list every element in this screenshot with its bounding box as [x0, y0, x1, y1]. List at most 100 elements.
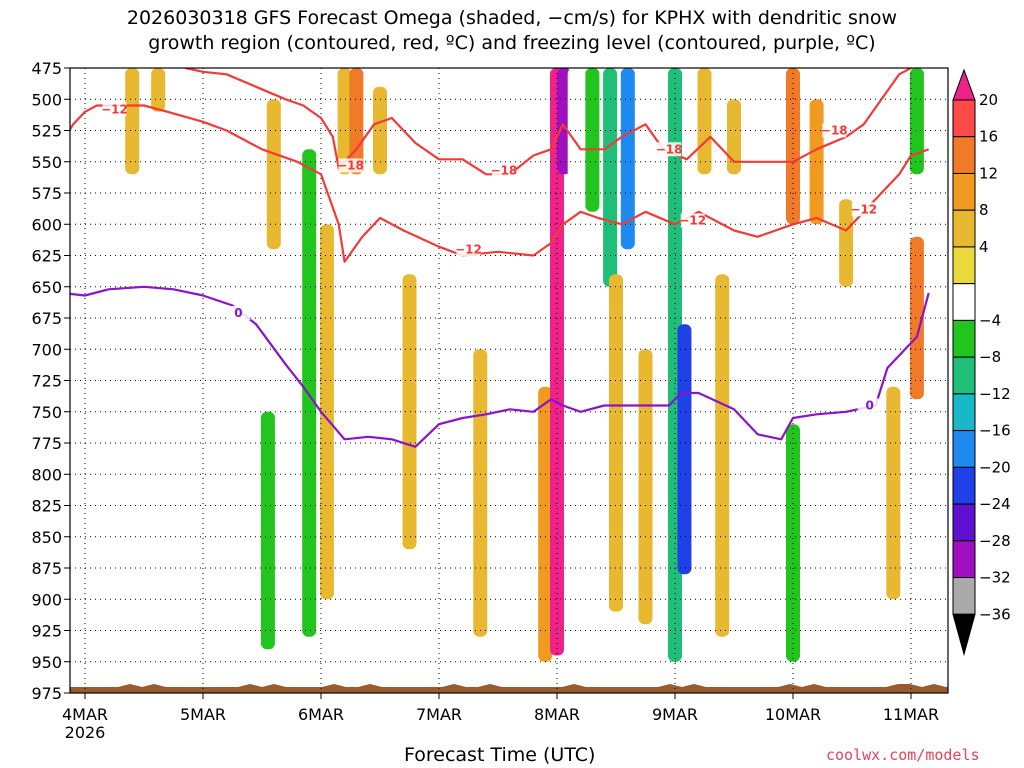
- svg-text:−18: −18: [491, 164, 518, 178]
- omega-band-6: [249, 274, 264, 662]
- omega-band-39: [850, 524, 865, 600]
- y-tick-label-625: 625: [31, 247, 62, 266]
- y-tick-label-800: 800: [31, 465, 62, 484]
- omega-band-13: [349, 68, 364, 175]
- omega-band-0: [95, 474, 110, 587]
- colorbar-label-12: 12: [979, 164, 998, 182]
- omega-band-16: [443, 474, 458, 625]
- contour-label-0-1: −12: [455, 242, 482, 257]
- colorbar-swatch-5: [952, 283, 976, 321]
- colorbar-swatch-6: [952, 319, 976, 358]
- x-tick-label-7MAR: 7MAR: [416, 705, 462, 724]
- colorbar-label--16: −16: [979, 422, 1011, 440]
- svg-text:−12: −12: [101, 102, 128, 116]
- y-tick-label-925: 925: [31, 622, 62, 641]
- y-tick-label-600: 600: [31, 215, 62, 234]
- y-tick-label-825: 825: [31, 497, 62, 516]
- y-tick-label-900: 900: [31, 590, 62, 609]
- x-tick-label-11MAR: 11MAR: [883, 705, 939, 724]
- contour-line-minus18: [185, 68, 915, 176]
- omega-band-15: [402, 274, 417, 550]
- y-tick-label-550: 550: [31, 153, 62, 172]
- omega-band-17: [473, 349, 488, 637]
- colorbar-top-arrow: [952, 68, 976, 101]
- svg-text:−18: −18: [656, 142, 683, 156]
- colorbar-swatch-0: [952, 99, 976, 138]
- svg-text:−18: −18: [337, 159, 364, 173]
- svg-text:0: 0: [866, 399, 874, 413]
- x-tick-label-8MAR: 8MAR: [534, 705, 580, 724]
- source-credit: coolwx.com/models: [826, 746, 980, 764]
- y-tick-label-650: 650: [31, 278, 62, 297]
- colorbar-label--20: −20: [979, 458, 1011, 476]
- chart-title: 2026030318 GFS Forecast Omega (shaded, −…: [0, 6, 1024, 56]
- omega-band-19: [538, 386, 553, 662]
- colorbar-label--8: −8: [979, 348, 1001, 366]
- colorbar-bottom-arrow: [952, 613, 976, 657]
- omega-band-41: [909, 236, 924, 400]
- y-tick-label-575: 575: [31, 184, 62, 203]
- omega-band-40: [886, 386, 901, 600]
- omega-band-38: [839, 199, 854, 287]
- y-tick-label-725: 725: [31, 372, 62, 391]
- colorbar-label--4: −4: [979, 311, 1001, 329]
- x-axis-label: Forecast Time (UTC): [404, 744, 596, 766]
- contour-label-0-2: −12: [679, 213, 706, 228]
- contour-label-0-0: −12: [101, 102, 128, 117]
- omega-band-7: [260, 411, 275, 650]
- y-tick-label-775: 775: [31, 434, 62, 453]
- y-tick-label-950: 950: [31, 653, 62, 672]
- omega-band-31: [715, 274, 730, 637]
- contour-label-1-0: −18: [337, 158, 364, 173]
- colorbar-label-20: 20: [979, 91, 998, 109]
- omega-band-30: [697, 68, 712, 175]
- omega-band-42: [904, 561, 918, 662]
- y-tick-label-875: 875: [31, 559, 62, 578]
- svg-text:−18: −18: [821, 124, 848, 138]
- colorbar-swatch-2: [952, 172, 976, 211]
- y-tick-label-700: 700: [31, 340, 62, 359]
- colorbar-label--12: −12: [979, 385, 1011, 403]
- x-tick-label-10MAR: 10MAR: [765, 705, 821, 724]
- omega-band-25: [620, 68, 635, 250]
- x-tick-label-6MAR: 6MAR: [298, 705, 344, 724]
- colorbar-swatch-4: [952, 246, 976, 285]
- colorbar-swatch-10: [952, 466, 976, 505]
- omega-band-21: [557, 68, 572, 175]
- omega-band-2: [142, 461, 157, 562]
- omega-band-22: [567, 68, 582, 662]
- omega-band-1: [119, 486, 134, 637]
- y-tick-label-525: 525: [31, 122, 62, 141]
- colorbar-label--36: −36: [979, 605, 1011, 623]
- svg-text:−12: −12: [850, 202, 877, 216]
- contour-label-0-3: −12: [850, 202, 877, 217]
- colorbar-swatch-11: [952, 503, 976, 542]
- colorbar-swatch-7: [952, 356, 976, 395]
- colorbar-label-8: 8: [979, 201, 989, 219]
- colorbar-label--32: −32: [979, 569, 1011, 587]
- svg-text:0: 0: [234, 306, 242, 320]
- colorbar-swatch-3: [952, 209, 976, 248]
- svg-text:−12: −12: [679, 214, 706, 228]
- colorbar-label--28: −28: [979, 532, 1011, 550]
- x-tick-label-5MAR: 5MAR: [180, 705, 226, 724]
- y-tick-label-975: 975: [31, 684, 62, 703]
- omega-band-5: [219, 461, 234, 637]
- colorbar-swatch-8: [952, 393, 976, 432]
- omega-band-24: [603, 68, 618, 287]
- x-tick-label-9MAR: 9MAR: [652, 705, 698, 724]
- contour-line-minus12: [70, 104, 930, 263]
- omega-band-43: [909, 68, 924, 175]
- terrain-strip: [70, 684, 948, 693]
- omega-band-33: [732, 311, 747, 512]
- colorbar-label-4: 4: [979, 238, 989, 256]
- chart-title-line-1: 2026030318 GFS Forecast Omega (shaded, −…: [126, 7, 898, 29]
- colorbar-label--24: −24: [979, 495, 1011, 513]
- chart-title-line-2: growth region (contoured, red, ºC) and f…: [148, 32, 876, 54]
- omega-band-9: [302, 149, 317, 637]
- omega-band-27: [638, 349, 653, 625]
- colorbar-swatch-1: [952, 136, 976, 174]
- y-tick-label-750: 750: [31, 403, 62, 422]
- omega-band-32: [727, 99, 741, 175]
